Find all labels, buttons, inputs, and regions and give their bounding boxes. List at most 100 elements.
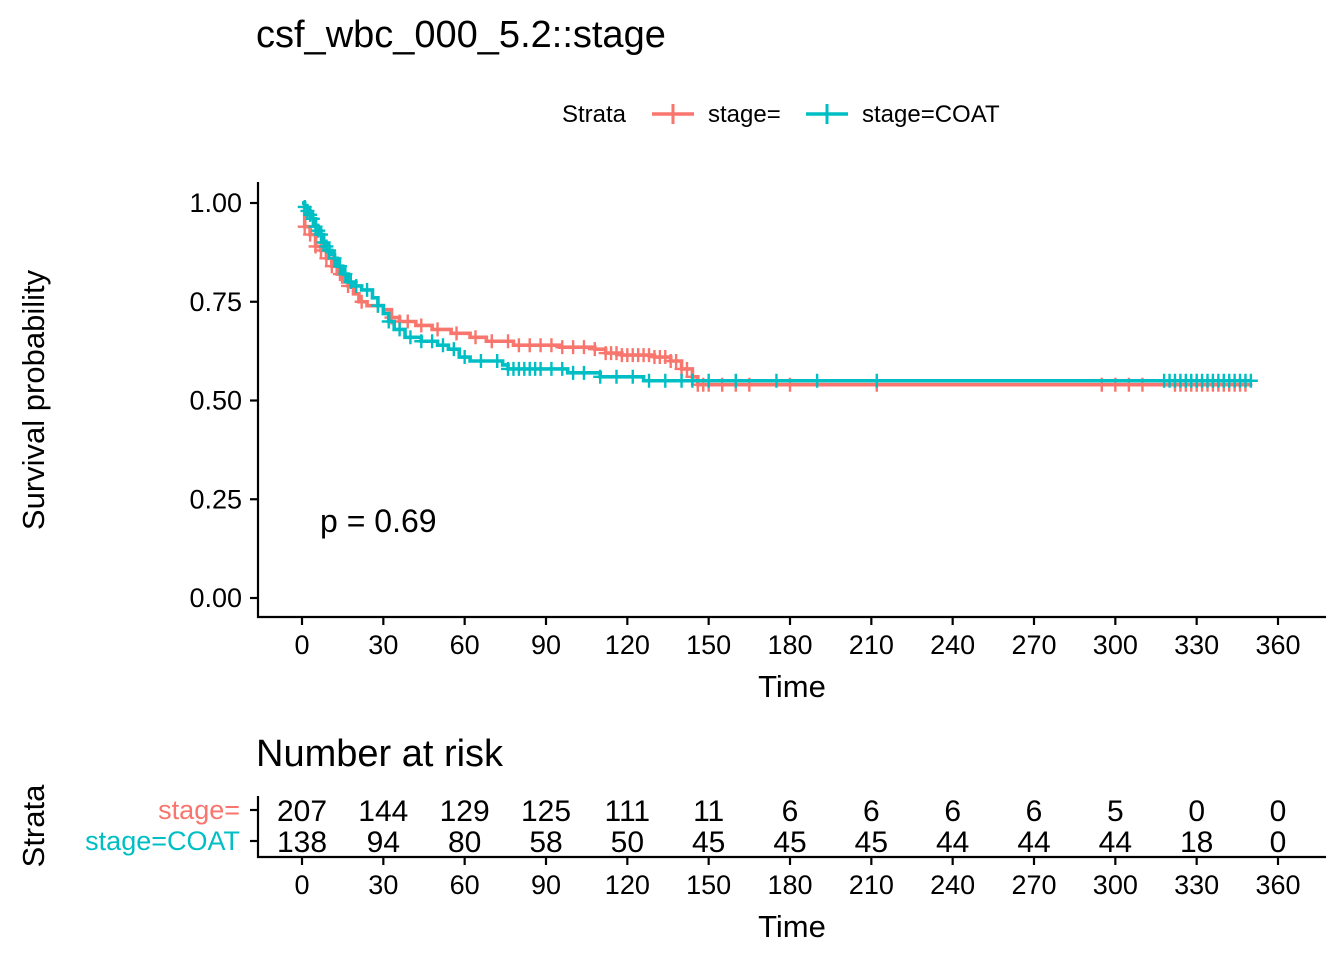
chart-title: csf_wbc_000_5.2::stage <box>256 14 666 56</box>
x-tick-label: 240 <box>930 630 975 660</box>
censor-mark <box>381 314 396 329</box>
risk-count: 80 <box>448 826 481 859</box>
risk-x-tick-label: 330 <box>1174 870 1219 900</box>
risk-row-label: stage=COAT <box>85 826 240 856</box>
risk-table-title: Number at risk <box>256 733 504 775</box>
risk-count: 129 <box>440 795 490 828</box>
censor-mark <box>446 342 461 357</box>
risk-count: 6 <box>1026 795 1043 828</box>
censor-mark <box>430 322 445 337</box>
censor-mark <box>468 330 483 345</box>
risk-count: 18 <box>1180 826 1213 859</box>
risk-count: 44 <box>1099 826 1132 859</box>
y-tick-label: 1.00 <box>189 188 242 218</box>
risk-count: 94 <box>367 826 400 859</box>
legend-label: stage=COAT <box>862 101 1000 128</box>
censor-mark <box>593 369 608 384</box>
censor-mark <box>1243 373 1258 388</box>
risk-table: Number at risk stage= 207 144 129 125 111 11 6 6… <box>16 733 1326 944</box>
x-tick-label: 210 <box>849 630 894 660</box>
censor-mark <box>403 330 418 345</box>
x-tick-label: 180 <box>767 630 812 660</box>
risk-count: 50 <box>611 826 644 859</box>
risk-count: 0 <box>1270 826 1287 859</box>
risk-count: 138 <box>277 826 327 859</box>
censor-mark <box>338 267 353 282</box>
censor-mark <box>658 373 673 388</box>
risk-count: 6 <box>782 795 799 828</box>
risk-x-axis-title: Time <box>758 909 826 944</box>
risk-x-tick-label: 150 <box>686 870 731 900</box>
survival-curves <box>297 199 1258 392</box>
censor-mark <box>313 227 328 242</box>
risk-y-axis-title: Strata <box>16 784 51 867</box>
censor-mark <box>484 334 499 349</box>
censor-mark <box>370 298 385 313</box>
survival-curve-stage-coat <box>302 201 1251 383</box>
censor-mark <box>701 373 716 388</box>
risk-count: 45 <box>692 826 725 859</box>
y-tick-label: 0.25 <box>189 484 242 514</box>
risk-count: 44 <box>936 826 969 859</box>
risk-count: 45 <box>855 826 888 859</box>
x-tick-label: 30 <box>368 630 398 660</box>
risk-x-tick-label: 240 <box>930 870 975 900</box>
p-value-label: p = 0.69 <box>320 503 437 539</box>
censor-mark <box>728 373 743 388</box>
risk-x-tick-label: 300 <box>1093 870 1138 900</box>
censor-mark <box>490 354 505 368</box>
risk-count: 207 <box>277 795 327 828</box>
censor-mark <box>501 334 516 349</box>
censor-mark <box>587 342 602 357</box>
y-axis-ticks: 0.00 0.25 0.50 0.75 1.00 <box>189 188 258 613</box>
y-tick-label: 0.50 <box>189 386 242 416</box>
risk-count: 6 <box>944 795 961 828</box>
x-tick-label: 60 <box>450 630 480 660</box>
survival-curve-stage <box>302 201 1251 387</box>
risk-count: 144 <box>358 795 408 828</box>
survival-plot: 0.00 0.25 0.50 0.75 1.00 0 30 60 90 120 150 180 210… <box>16 182 1326 704</box>
risk-x-axis-ticks: 0 30 60 90 120 150 180 210 240 270 300 330 360 <box>294 857 1301 900</box>
risk-count: 5 <box>1107 795 1124 828</box>
risk-count: 125 <box>521 795 571 828</box>
x-axis-title: Time <box>758 669 826 704</box>
censor-mark <box>305 211 320 226</box>
censor-mark <box>555 361 570 376</box>
censor-mark <box>769 373 784 388</box>
x-tick-label: 120 <box>605 630 650 660</box>
censor-mark <box>332 259 347 274</box>
risk-x-tick-label: 360 <box>1255 870 1300 900</box>
censor-mark <box>869 373 884 388</box>
censor-mark <box>544 338 559 353</box>
x-axis-ticks: 0 30 60 90 120 150 180 210 240 270 300 330 360 <box>294 617 1301 660</box>
risk-x-tick-label: 210 <box>849 870 894 900</box>
x-tick-label: 150 <box>686 630 731 660</box>
censor-mark <box>473 354 488 368</box>
censor-mark <box>322 243 337 258</box>
censor-mark <box>642 373 657 388</box>
legend-label: stage= <box>708 101 781 128</box>
x-tick-label: 360 <box>1255 630 1300 660</box>
legend-entries: stage= stage=COAT <box>652 101 1000 128</box>
risk-count: 6 <box>863 795 880 828</box>
risk-x-tick-label: 120 <box>605 870 650 900</box>
risk-x-tick-label: 30 <box>368 870 398 900</box>
risk-count: 45 <box>773 826 806 859</box>
censor-mark <box>449 326 464 341</box>
censor-mark <box>810 373 825 388</box>
risk-count: 11 <box>693 795 724 828</box>
censor-mark <box>360 282 375 297</box>
censor-mark <box>392 322 407 337</box>
y-tick-label: 0.75 <box>189 287 242 317</box>
y-axis-title: Survival probability <box>16 269 51 530</box>
x-tick-label: 0 <box>294 630 309 660</box>
censor-mark <box>400 314 415 329</box>
risk-x-tick-label: 0 <box>294 870 309 900</box>
censor-mark <box>669 354 684 368</box>
censor-mark <box>679 361 694 376</box>
risk-x-tick-label: 90 <box>531 870 561 900</box>
x-tick-label: 270 <box>1011 630 1056 660</box>
risk-table-rows: stage= 207 144 129 125 111 11 6 6 6 6 5 0 0stage=COAT… <box>85 795 1286 859</box>
risk-count: 0 <box>1270 795 1287 828</box>
